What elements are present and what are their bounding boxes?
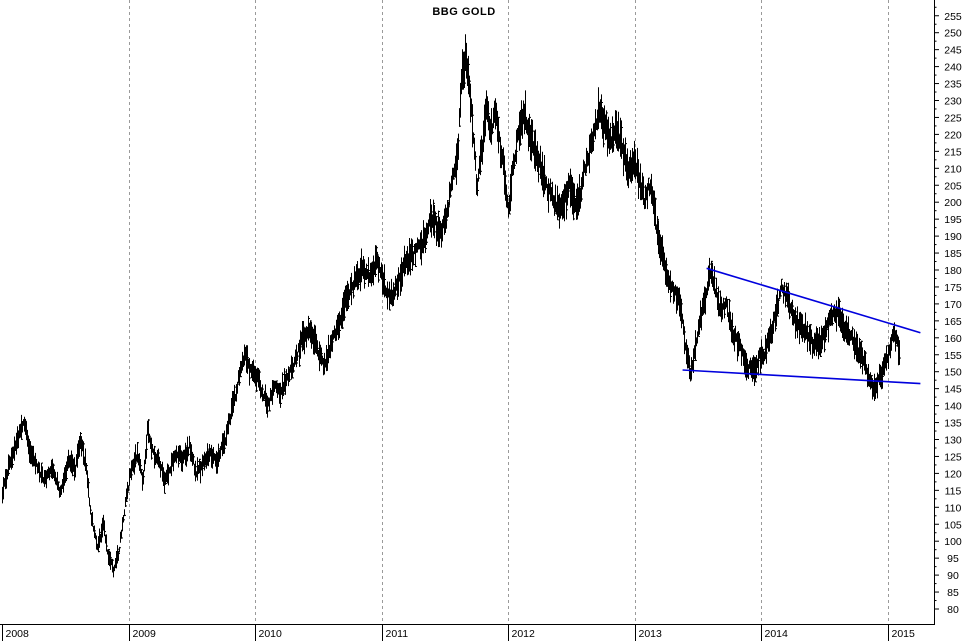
y-tick-label: 230 <box>944 96 962 108</box>
upper-trendline <box>706 267 921 334</box>
y-tick-marks <box>934 6 939 610</box>
y-tick-label: 105 <box>944 519 962 531</box>
x-tick-label: 2015 <box>892 628 916 640</box>
price-series <box>2 34 901 578</box>
y-tick-label: 125 <box>944 451 962 463</box>
y-tick-label: 145 <box>944 384 962 396</box>
y-tick-label: 150 <box>944 367 962 379</box>
y-tick-label: 185 <box>944 248 962 260</box>
y-tick-label: 100 <box>944 536 962 548</box>
y-tick-label: 110 <box>945 502 962 514</box>
x-tick-label: 2011 <box>386 628 409 640</box>
trendlines <box>682 267 921 385</box>
y-tick-label: 225 <box>944 112 962 124</box>
vertical-gridlines <box>129 0 889 624</box>
y-tick-label: 160 <box>944 333 962 345</box>
y-tick-label: 195 <box>944 214 962 226</box>
y-tick-label: 215 <box>944 146 962 158</box>
y-tick-label: 155 <box>944 350 962 362</box>
y-tick-label: 140 <box>944 401 962 413</box>
x-tick-label: 2013 <box>639 628 663 640</box>
y-tick-label: 170 <box>944 299 962 311</box>
y-tick-label: 245 <box>944 45 962 57</box>
lower-trendline <box>682 369 921 385</box>
x-tick-label: 2009 <box>133 628 157 640</box>
x-tick-marks <box>2 624 889 641</box>
y-tick-label: 80 <box>947 604 959 616</box>
y-tick-label: 165 <box>944 316 962 328</box>
chart-title: BBG GOLD <box>432 6 495 18</box>
x-tick-label: 2010 <box>259 628 283 640</box>
y-tick-label: 95 <box>947 553 959 565</box>
y-tick-label: 220 <box>944 129 962 141</box>
y-axis-ticks: 80 85 90 95 100 105 110 115 120 125 130 135 140 145 15… <box>944 11 962 616</box>
y-tick-label: 205 <box>944 180 962 192</box>
y-tick-label: 120 <box>944 468 962 480</box>
y-tick-label: 250 <box>944 28 962 40</box>
x-tick-label: 2014 <box>765 628 789 640</box>
y-tick-label: 180 <box>944 265 962 277</box>
y-tick-label: 115 <box>945 485 962 497</box>
y-tick-label: 200 <box>944 197 962 209</box>
x-tick-label: 2008 <box>6 628 30 640</box>
y-tick-label: 255 <box>944 11 962 23</box>
x-tick-label: 2012 <box>512 628 536 640</box>
y-tick-label: 90 <box>947 570 959 582</box>
y-tick-label: 85 <box>947 587 959 599</box>
y-tick-label: 135 <box>944 418 962 430</box>
y-tick-label: 175 <box>944 282 962 294</box>
y-tick-label: 210 <box>944 163 962 175</box>
y-tick-label: 190 <box>944 231 962 243</box>
y-tick-label: 235 <box>944 79 962 91</box>
y-tick-label: 240 <box>944 62 962 74</box>
x-axis-ticks: 2008 2009 2010 2011 2012 2013 2014 2015 <box>6 628 916 640</box>
y-tick-label: 130 <box>944 435 962 447</box>
